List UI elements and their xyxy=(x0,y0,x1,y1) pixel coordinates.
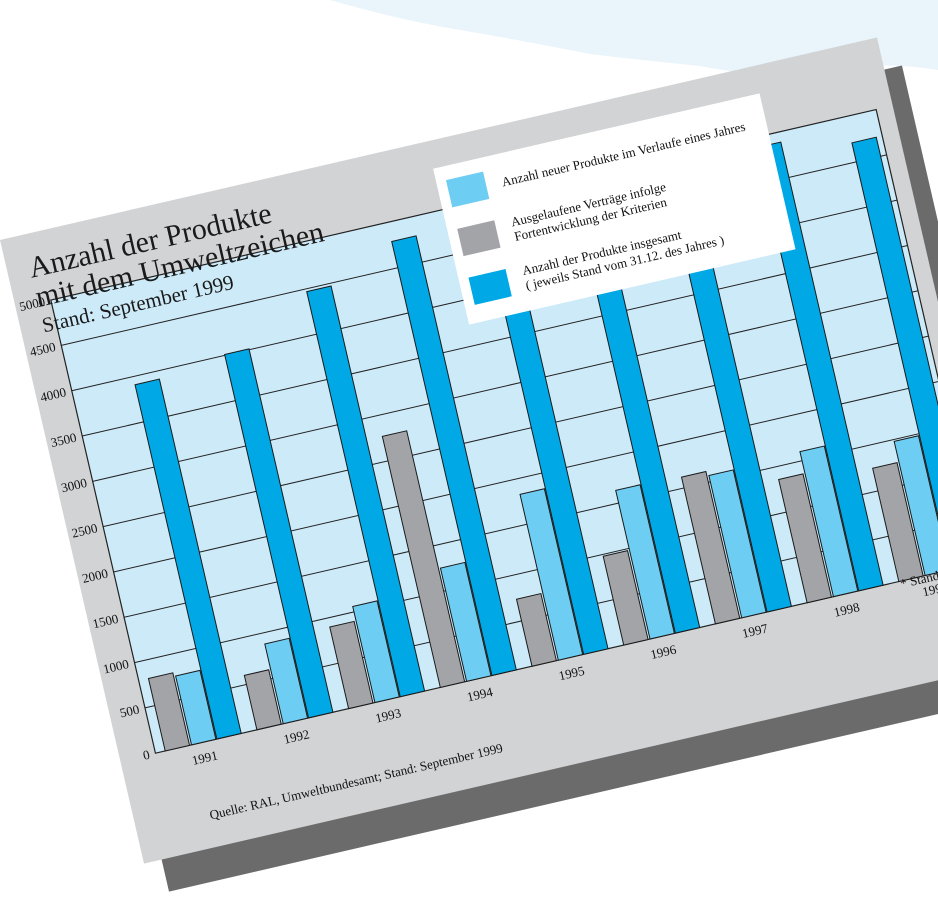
x-tick-label: 1991 xyxy=(190,747,219,767)
x-tick-label: 1992 xyxy=(282,726,311,746)
x-tick-label: 1995 xyxy=(557,663,586,683)
x-tick-label: 1994 xyxy=(465,684,494,705)
x-tick-label: 1998 xyxy=(832,599,861,619)
y-tick-label: 3000 xyxy=(60,475,89,495)
legend-swatch-expired-contracts xyxy=(457,220,500,256)
x-tick-label: 1993 xyxy=(374,705,403,725)
y-tick-label: 500 xyxy=(118,701,140,720)
x-tick-label: 1996 xyxy=(649,642,678,663)
y-tick-label: 4000 xyxy=(39,384,68,404)
y-tick-label: 2000 xyxy=(81,566,110,586)
legend-swatch-new-products xyxy=(446,172,489,208)
y-tick-label: 1000 xyxy=(102,656,131,676)
legend-swatch-total-products xyxy=(468,269,511,305)
y-tick-label: 2500 xyxy=(70,520,99,540)
y-tick-label: 4500 xyxy=(28,339,57,359)
x-tick-label: 1997 xyxy=(741,620,770,641)
y-tick-label: 1500 xyxy=(91,611,120,631)
legend-item-expired-contracts: Ausgelaufene Verträge infolge Fortentwic… xyxy=(447,154,773,229)
y-tick-label: 0 xyxy=(141,747,151,763)
y-tick-label: 3500 xyxy=(49,430,78,450)
